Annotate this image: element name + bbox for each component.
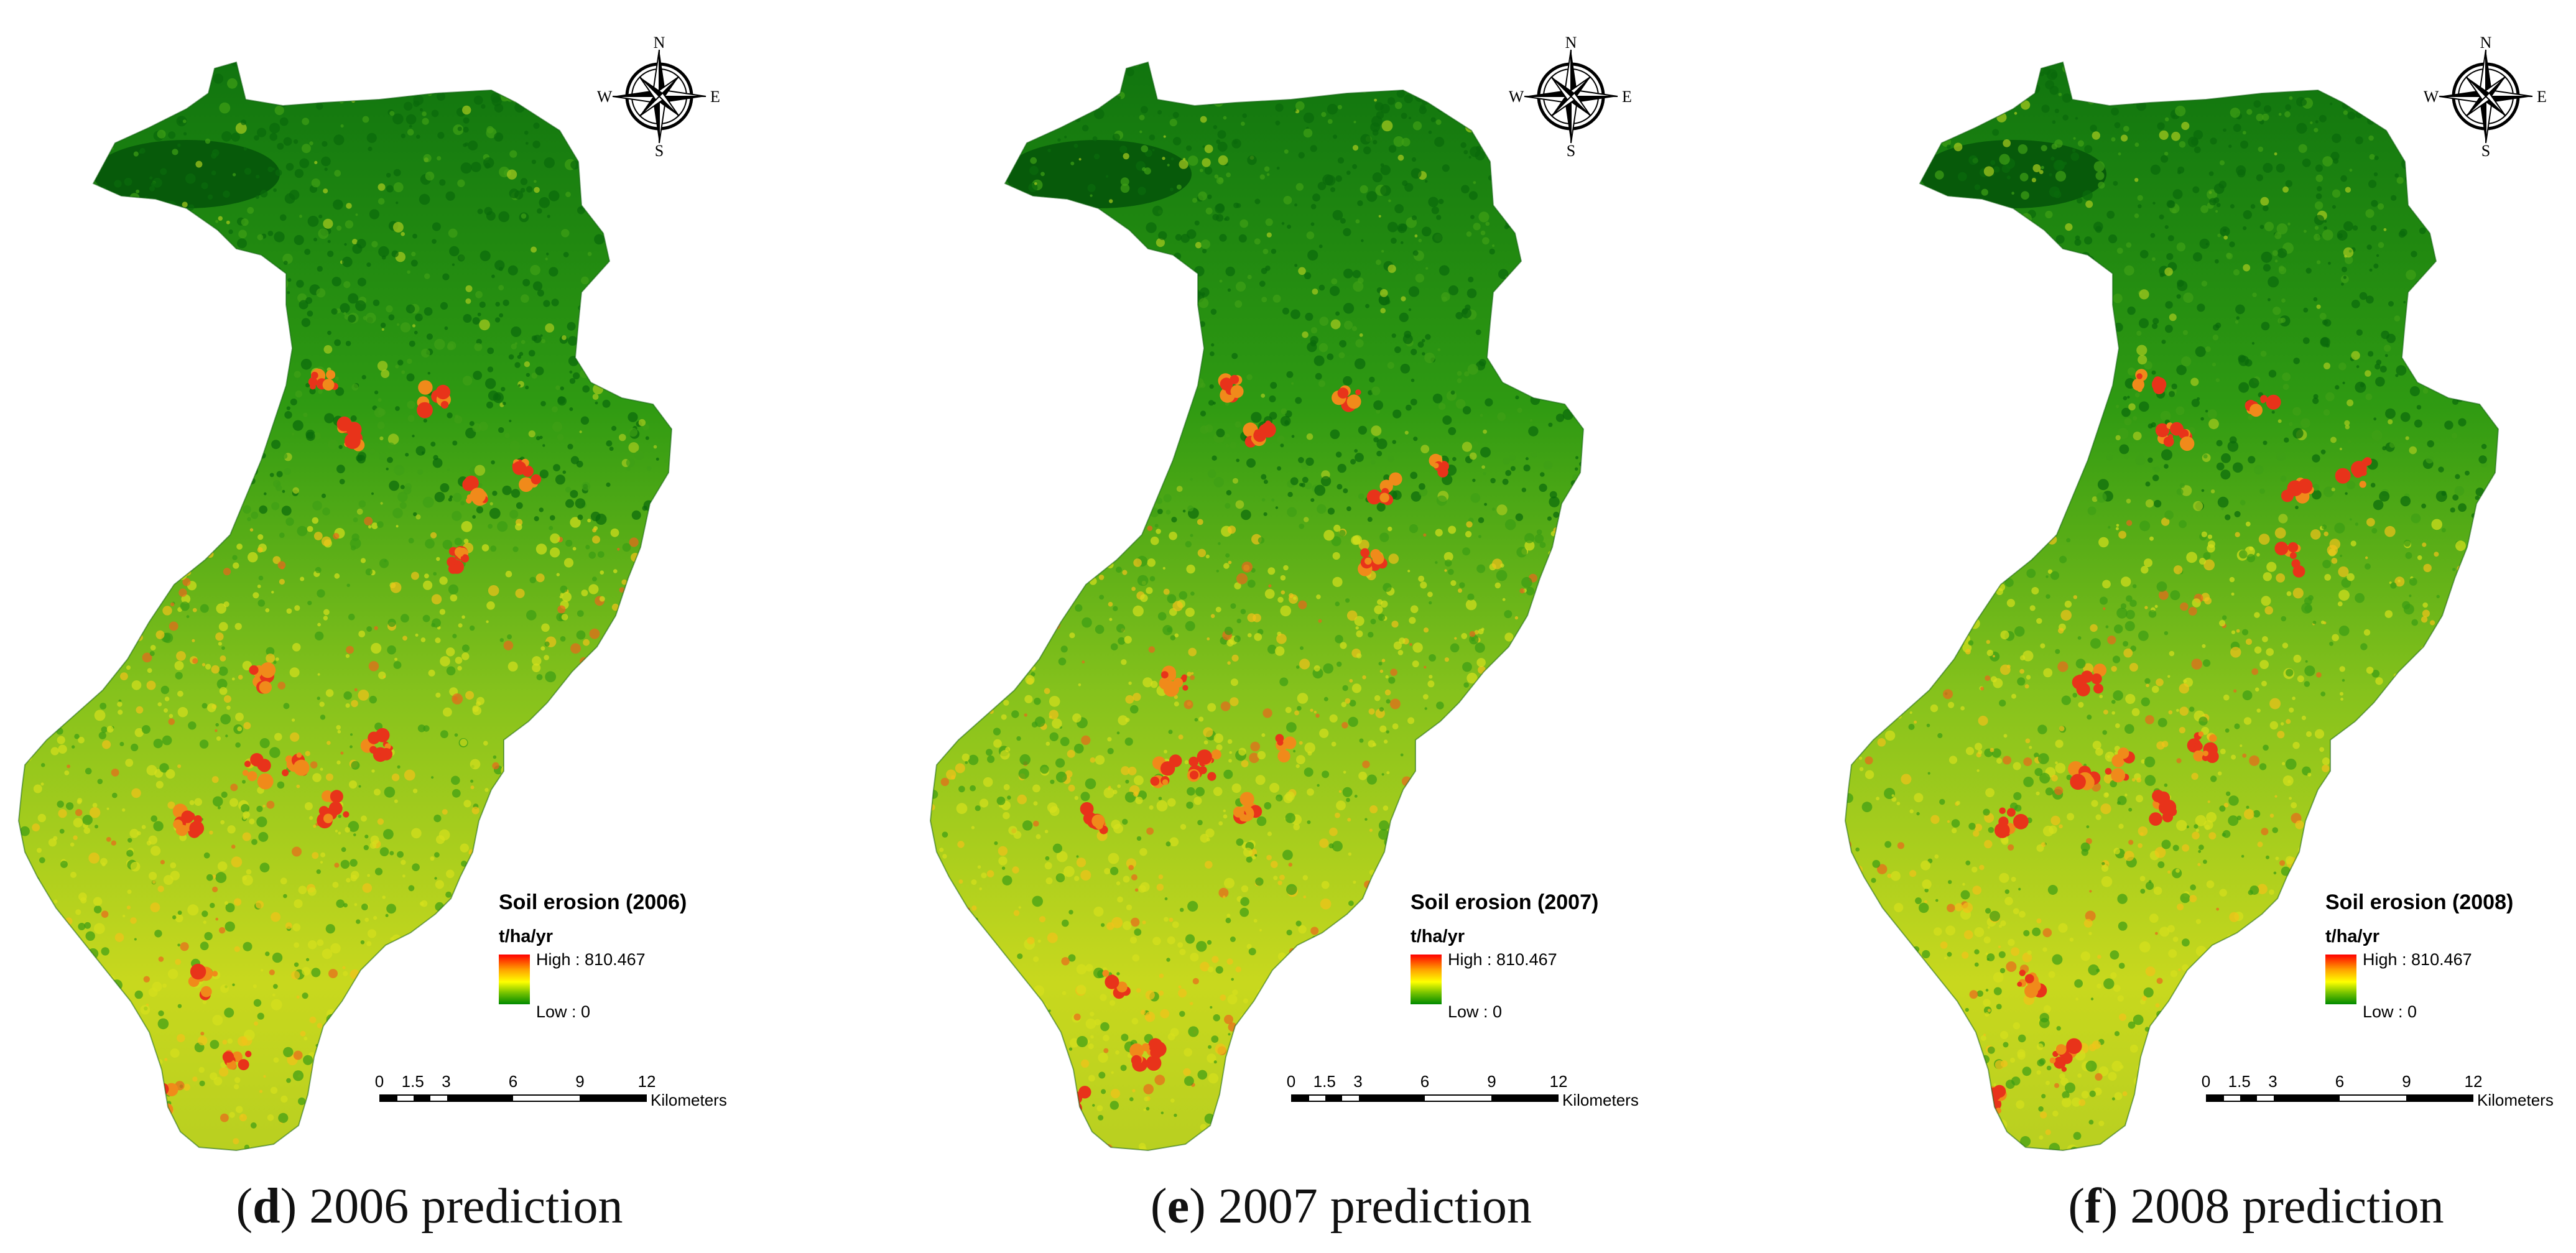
scale-tick-label: 6	[508, 1072, 518, 1091]
north-arrow-compass-icon: N S E W	[597, 34, 721, 160]
scale-tick-label: 0	[1286, 1072, 1296, 1091]
legend-color-ramp	[1411, 955, 1442, 1004]
caption-text: ) 2007 prediction	[1189, 1179, 1532, 1234]
panel-f: N S E W Soil erosion (2008) t/ha/yr High : …	[1827, 0, 2576, 1253]
legend-high-label: High : 810.467	[536, 950, 646, 969]
caption-letter: d	[253, 1179, 280, 1234]
soil-erosion-map-f	[1844, 61, 2500, 1152]
legend-low-label: Low : 0	[1448, 1002, 1503, 1021]
scale-bar: 0 1.5 3 6 9 12 Kilometers	[1287, 1072, 1664, 1109]
scale-bar-icon	[2206, 1094, 2473, 1102]
compass-e-label: E	[2537, 88, 2547, 106]
compass-w-label: W	[2424, 88, 2439, 106]
legend-high-label: High : 810.467	[2363, 950, 2472, 969]
scale-tick-label: 9	[1487, 1072, 1496, 1091]
soil-erosion-map-d	[17, 61, 673, 1152]
scale-tick-label: 1.5	[2228, 1072, 2251, 1091]
caption-text: ) 2006 prediction	[280, 1179, 623, 1234]
compass-n-label: N	[2480, 34, 2492, 52]
compass-w-label: W	[1509, 88, 1524, 106]
compass-s-label: S	[2481, 142, 2490, 159]
panel-d: N S E W Soil erosion (2006) t/ha/yr High : …	[0, 0, 859, 1253]
compass-s-label: S	[655, 142, 664, 159]
scale-tick-label: 0	[374, 1072, 384, 1091]
scale-tick-label: 6	[1420, 1072, 1430, 1091]
legend-title: Soil erosion (2007)	[1411, 890, 1599, 914]
legend-unit: t/ha/yr	[1411, 927, 1465, 946]
panel-caption: (d) 2006 prediction	[236, 1179, 623, 1234]
scale-tick-label: 9	[2402, 1072, 2411, 1091]
scale-tick-label: 12	[637, 1072, 656, 1091]
scale-tick-label: 3	[2268, 1072, 2277, 1091]
north-arrow-compass-icon: N S E W	[1509, 34, 1633, 160]
legend-title: Soil erosion (2006)	[499, 890, 687, 914]
scale-tick-label: 3	[442, 1072, 451, 1091]
scale-unit-label: Kilometers	[1562, 1091, 1639, 1109]
scale-tick-label: 12	[2464, 1072, 2483, 1091]
scale-bar: 0 1.5 3 6 9 12 Kilometers	[375, 1072, 753, 1109]
legend-low-label: Low : 0	[536, 1002, 591, 1021]
scale-tick-label: 1.5	[401, 1072, 424, 1091]
scale-tick-label: 1.5	[1313, 1072, 1336, 1091]
caption-letter: e	[1167, 1179, 1190, 1234]
caption-text: ) 2008 prediction	[2101, 1179, 2444, 1234]
compass-s-label: S	[1567, 142, 1575, 159]
soil-erosion-map-e	[929, 61, 1585, 1152]
scale-tick-label: 0	[2201, 1072, 2211, 1091]
scale-unit-label: Kilometers	[2477, 1091, 2554, 1109]
scale-tick-label: 6	[2335, 1072, 2345, 1091]
panel-caption: (e) 2007 prediction	[1150, 1179, 1532, 1234]
panel-caption: (f) 2008 prediction	[2068, 1179, 2444, 1234]
caption-letter: f	[2085, 1179, 2101, 1234]
scale-bar: 0 1.5 3 6 9 12 Kilometers	[2202, 1072, 2576, 1109]
compass-e-label: E	[1622, 88, 1632, 106]
legend-color-ramp	[2325, 955, 2356, 1004]
legend-title: Soil erosion (2008)	[2325, 890, 2514, 914]
legend-unit: t/ha/yr	[2325, 927, 2380, 946]
compass-w-label: W	[597, 88, 613, 106]
scale-bar-icon	[1291, 1094, 1559, 1102]
scale-tick-label: 3	[1353, 1072, 1363, 1091]
scale-tick-label: 12	[1549, 1072, 1568, 1091]
compass-e-label: E	[710, 88, 720, 106]
legend-unit: t/ha/yr	[499, 927, 554, 946]
compass-n-label: N	[654, 34, 665, 52]
scale-tick-label: 9	[575, 1072, 585, 1091]
compass-n-label: N	[1565, 34, 1577, 52]
legend-low-label: Low : 0	[2363, 1002, 2417, 1021]
scale-unit-label: Kilometers	[651, 1091, 727, 1109]
north-arrow-compass-icon: N S E W	[2424, 34, 2548, 160]
panel-e: N S E W Soil erosion (2007) t/ha/yr High : …	[912, 0, 1771, 1253]
scale-bar-icon	[379, 1094, 647, 1102]
legend-color-ramp	[499, 955, 530, 1004]
legend-high-label: High : 810.467	[1448, 950, 1557, 969]
